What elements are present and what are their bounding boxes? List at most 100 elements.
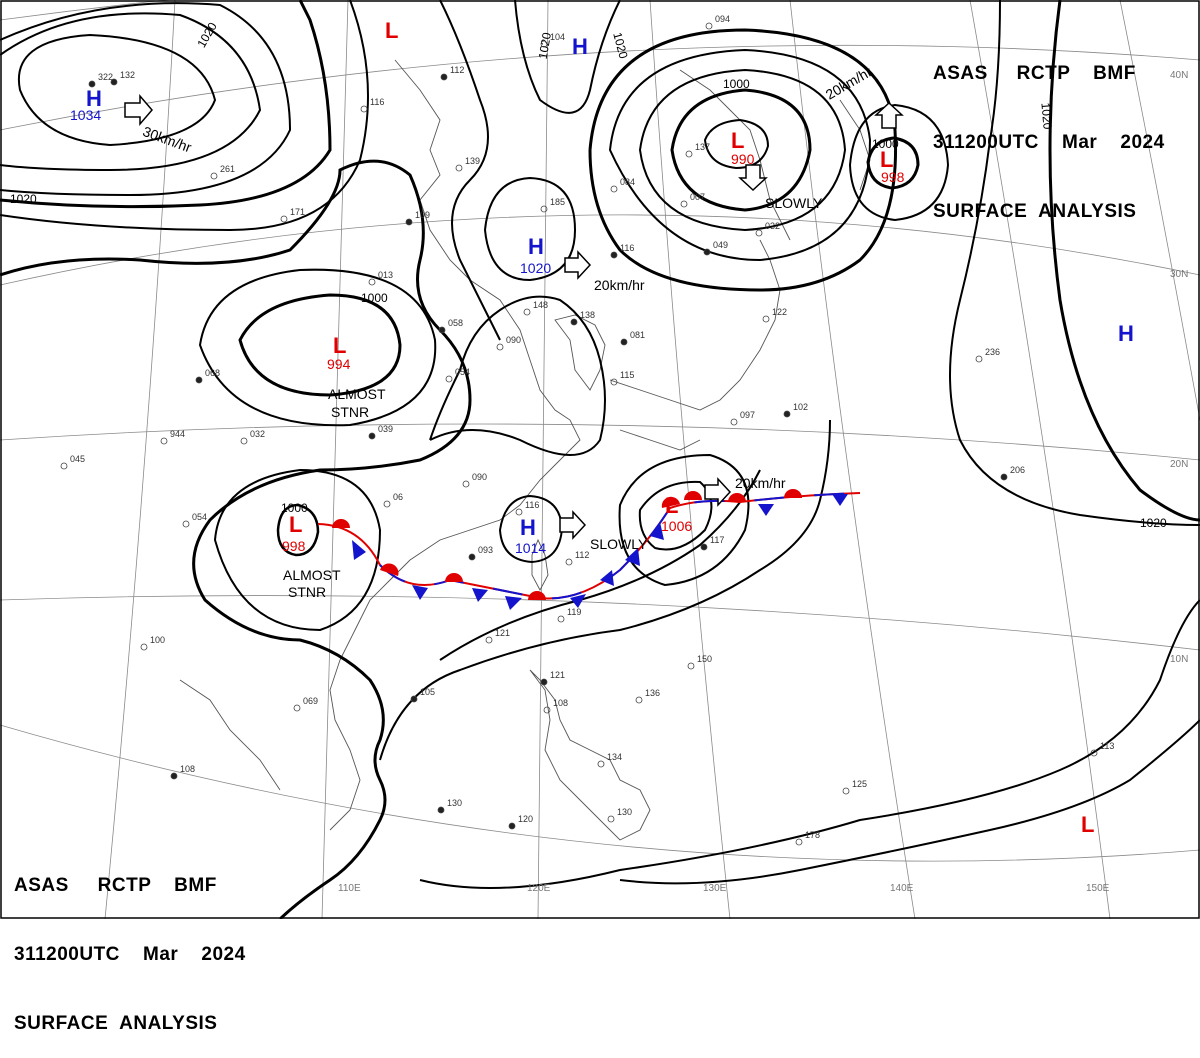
station-pressure-label: 105 [420,687,435,697]
longitude-label: 150E [1086,883,1110,894]
station-pressure-label: 090 [506,335,521,345]
status-label: STNR [331,404,369,420]
station-pressure-label: 013 [378,270,393,280]
station-pressure-label: 112 [450,65,464,75]
station-marker [1000,473,1008,481]
warm-semicircle-6 [684,491,702,500]
station-marker [783,410,791,418]
meridian-120e [537,0,549,919]
isobar-low990-inner [703,118,770,170]
station-marker [405,218,413,226]
station-marker [508,822,516,830]
isobars [0,0,1200,919]
longitude-label: 120E [527,883,551,894]
station-pressure-label: 100 [150,635,165,645]
station-marker [842,787,850,795]
low-pressure-value: 990 [731,151,755,167]
station-pressure-label: 130 [447,798,462,808]
station-marker [368,432,376,440]
station-marker [160,437,168,445]
station-pressure-label: 119 [567,607,581,617]
isobar-low994-outer [198,268,437,427]
station-pressure-label: 121 [550,670,565,680]
station-marker [540,205,548,213]
warm-semicircle-8 [784,489,802,498]
isobar-east-1016 [949,0,1200,526]
station-pressure-label: 109 [415,210,430,220]
station-pressure-label: 081 [630,330,645,340]
high-pressure-symbol: H [520,515,536,540]
isobar-label: 1000 [723,77,750,91]
station-marker [543,706,551,714]
station-marker [565,558,573,566]
isobar-low998-outer [213,468,382,632]
cold-triangle-8 [650,522,664,540]
station-marker [210,172,218,180]
isobar-label: 1020 [610,31,631,61]
station-pressure-label: 125 [852,779,867,789]
high-pressure-symbol: H [572,34,588,59]
motion-arrow-north [874,101,904,129]
station-marker [440,73,448,81]
station-pressure-label: 116 [370,97,384,107]
isobar-south-1008 [419,599,1200,889]
station-pressure-label: 261 [220,164,235,174]
meridian-130e [649,0,731,919]
station-pressure-label: 121 [495,628,510,638]
station-marker [88,80,96,88]
warm-semicircle-2 [380,563,399,576]
motion-arrow-east-2 [564,250,592,280]
low-pressure-symbol: L [665,493,678,518]
isobar-central-1016 [429,295,606,456]
station-pressure-label: 322 [98,72,113,82]
station-pressure-label: 007 [690,192,705,202]
station-pressure-label: 058 [448,318,463,328]
analysis-header-bottom: ASAS RCTP BMF 311200UTC Mar 2024 SURFACE… [14,828,246,1058]
status-label: ALMOST [283,567,341,583]
station-pressure-label: 944 [170,429,185,439]
meridian-100e [104,0,176,919]
longitude-label: 140E [890,883,914,894]
latitude-label: 10N [1170,654,1188,665]
header-line3: SURFACE ANALYSIS [933,201,1137,222]
low-pressure-symbol: L [289,512,302,537]
station-pressure-label: 236 [985,347,1000,357]
station-pressure-label: 108 [553,698,568,708]
station-pressure-label: 054 [455,367,470,377]
station-marker [293,704,301,712]
station-pressure-label: 102 [793,402,808,412]
warm-semicircle-3 [445,573,463,582]
station-pressure-label: 113 [1100,741,1114,751]
station-marker [240,437,248,445]
isobar-low1006-outer [618,453,750,587]
meridian-160e [1119,0,1200,421]
status-label: ALMOST [328,386,386,402]
station-pressure-label: 178 [805,830,820,840]
station-pressure-label: 138 [580,310,595,320]
station-marker [700,543,708,551]
station-marker [195,376,203,384]
isobar-south-1012 [379,419,831,761]
station-marker [383,500,391,508]
station-marker [496,343,504,351]
station-pressure-label: 108 [180,764,195,774]
station-pressure-label: 136 [645,688,660,698]
station-pressure-label: 032 [765,221,780,231]
station-pressure-label: 104 [550,32,565,42]
station-marker [410,695,418,703]
cold-triangle-4 [505,596,522,610]
station-pressure-label: 093 [478,545,493,555]
motion-arrow-east-1 [124,93,153,127]
station-pressure-label: 116 [525,500,539,510]
station-marker [570,318,578,326]
low-pressure-symbol: L [880,147,893,172]
station-marker [607,815,615,823]
station-marker [687,662,695,670]
station-pressure-label: 148 [533,300,548,310]
motion-arrows [124,93,904,540]
warm-semicircle-4 [528,591,546,600]
coast-philippines [529,669,651,841]
station-marker [703,248,711,256]
isobar-ridge-center [514,0,621,114]
motion-arrow-east-3 [559,510,587,540]
